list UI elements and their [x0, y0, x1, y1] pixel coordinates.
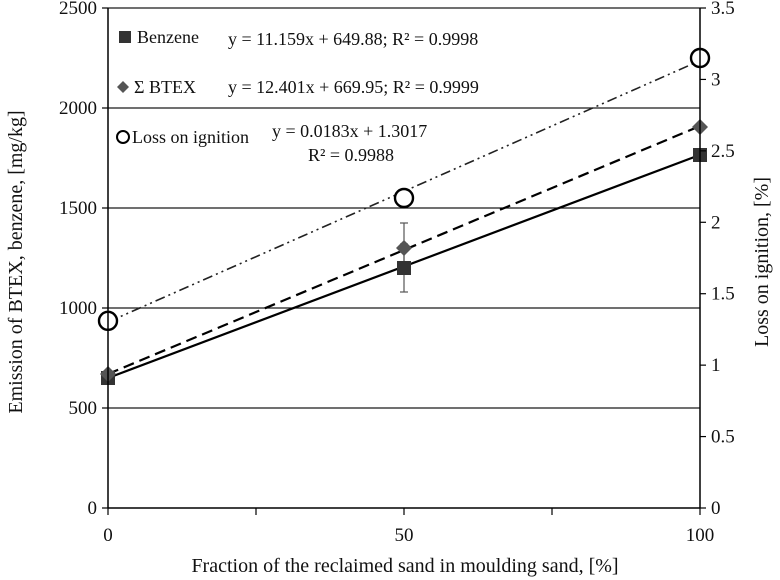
y-axis-right-title: Loss on ignition, [%] [751, 177, 773, 347]
y-left-tick-label-4: 2000 [59, 98, 97, 119]
legend-label-btex: Σ BTEX [134, 77, 196, 97]
data-markers [97, 47, 711, 385]
legend-marker-loss-on-ignition [116, 130, 130, 144]
y-right-tick-label-1: 0.5 [711, 427, 735, 448]
y-right-tick-label-4: 2 [711, 212, 721, 233]
error-bars [400, 222, 408, 293]
axes [102, 7, 706, 515]
x-tick-label-2: 100 [686, 525, 715, 546]
point-loss-on-ignition-1 [393, 187, 415, 209]
legend-label-benzene: Benzene [137, 27, 199, 47]
y-right-tick-label-3: 1.5 [711, 284, 735, 305]
equation-benzene: y = 11.159x + 649.88; R² = 0.9998 [228, 29, 478, 49]
y-left-tick-label-0: 0 [88, 498, 98, 519]
y-right-tick-label-5: 2.5 [711, 141, 735, 162]
legend: Benzene y = 11.159x + 649.88; R² = 0.999… [116, 27, 479, 165]
y-right-tick-label-6: 3 [711, 69, 721, 90]
trendline-btex [107, 124, 701, 376]
legend-marker-benzene [119, 31, 131, 43]
tick-labels: 0 500 1000 1500 2000 2500 0 0.5 1 1.5 2 2.5 3 3.5 0 50 1… [59, 0, 735, 546]
y-right-tick-label-2: 1 [711, 355, 721, 376]
y-left-tick-label-3: 1500 [59, 198, 97, 219]
point-btex-1 [396, 240, 412, 256]
equation-loss-on-ignition-line2: R² = 0.9988 [308, 145, 394, 165]
x-axis-title: Fraction of the reclaimed sand in mouldi… [191, 555, 618, 577]
y-right-tick-label-7: 3.5 [711, 0, 735, 19]
point-benzene-1 [397, 261, 411, 275]
equation-btex: y = 12.401x + 669.95; R² = 0.9999 [228, 77, 479, 97]
y-left-tick-label-1: 500 [69, 398, 98, 419]
y-left-tick-label-5: 2500 [59, 0, 97, 19]
equation-loss-on-ignition-line1: y = 0.0183x + 1.3017 [272, 121, 427, 141]
x-tick-label-0: 0 [103, 525, 113, 546]
legend-label-loss-on-ignition: Loss on ignition [132, 127, 249, 147]
x-tick-label-1: 50 [395, 525, 414, 546]
y-right-tick-label-0: 0 [711, 498, 721, 519]
y-axis-left-title: Emission of BTEX, benzene, [mg/kg] [5, 110, 27, 413]
trendline-loss-on-ignition [107, 59, 701, 323]
y-left-tick-label-2: 1000 [59, 298, 97, 319]
legend-marker-btex [117, 81, 129, 93]
